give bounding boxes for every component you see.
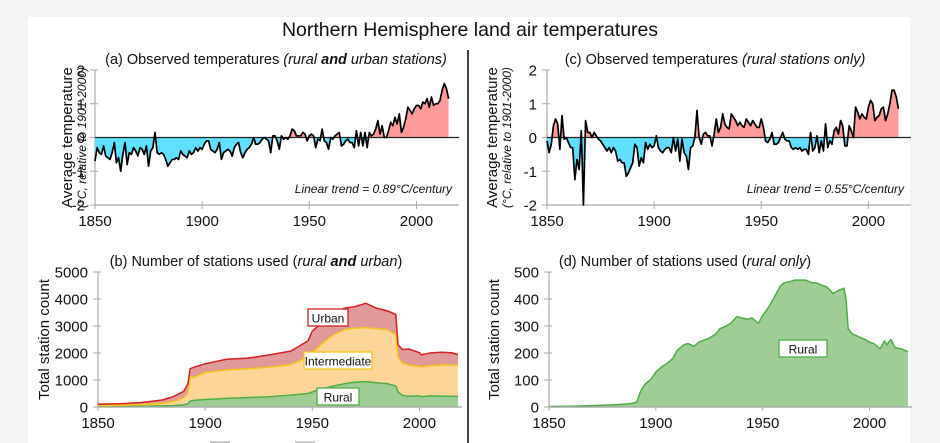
y-tick-label: 200 <box>514 346 539 363</box>
chart-title-part: (c) Observed temperatures <box>565 52 742 68</box>
y-axis-sublabel: (°C, relative to 1901-2000) <box>75 67 89 208</box>
x-tick-label: 1850 <box>530 213 563 230</box>
x-tick-label: 1900 <box>188 415 221 432</box>
x-tick-label: 1900 <box>637 213 670 230</box>
y-tick-label: 5000 <box>55 265 88 282</box>
chart-title-part: ) <box>806 254 811 270</box>
area-rural <box>98 381 458 407</box>
temperature-line <box>546 89 900 206</box>
legend-box-rural <box>778 339 828 358</box>
y-axis-label: Total station count <box>36 278 53 400</box>
x-tick-label: 1950 <box>293 213 326 230</box>
trend-annotation: Linear trend = 0.89°C/century <box>295 182 453 196</box>
line-rural <box>548 279 909 408</box>
legend-box-intermediate <box>303 351 373 370</box>
x-tick-label: 2000 <box>852 213 885 230</box>
x-tick-label: 2000 <box>400 213 433 230</box>
cropped-legend-mark <box>210 441 230 443</box>
y-axis-label: Average temperature <box>484 67 501 208</box>
legend-label-intermediate: Intermediate <box>305 355 372 369</box>
y-tick-label: 400 <box>514 292 539 309</box>
chart-title-part: and <box>321 52 348 68</box>
y-tick-label: 0 <box>531 400 539 417</box>
chart-b: 0 1000 2000 3000 4000 5000 1850 1900 1950 2000 (b)… <box>36 254 462 432</box>
y-tick-label: 1 <box>77 96 85 113</box>
warm-anomaly-area <box>547 90 899 138</box>
chart-title: (c) Observed temperatures (rural station… <box>565 52 866 68</box>
y-tick-label: 2 <box>77 63 85 80</box>
legend-box-rural <box>316 387 360 406</box>
y-tick-label: 300 <box>514 319 539 336</box>
y-tick-label: -1 <box>524 164 537 181</box>
y-axis-label: Average temperature <box>59 67 76 208</box>
y-tick-label: 2000 <box>55 346 88 363</box>
legend-label-rural: Rural <box>324 391 353 405</box>
area-rural <box>549 280 908 407</box>
trend-annotation: Linear trend = 0.55°C/century <box>747 182 905 196</box>
y-tick-label: -2 <box>72 198 85 215</box>
x-tick-label: 1900 <box>185 213 218 230</box>
chart-title-part: (a) Observed temperatures <box>105 52 283 68</box>
y-tick-label: 0 <box>529 130 537 147</box>
x-tick-label: 1900 <box>639 415 672 432</box>
chart-title-part: (d) Number of stations used ( <box>559 254 747 270</box>
x-tick-label: 1850 <box>78 213 111 230</box>
warm-anomaly-area <box>95 83 449 138</box>
area-intermediate <box>98 327 458 407</box>
y-tick-label: 500 <box>514 265 539 282</box>
y-tick-label: -1 <box>72 164 85 181</box>
y-tick-label: 0 <box>80 400 88 417</box>
chart-title-part: urban stations) <box>347 52 447 68</box>
y-tick-label: 4000 <box>55 292 88 309</box>
legend-label-rural: Rural <box>789 343 818 357</box>
y-axis-label: Total station count <box>486 278 503 400</box>
y-axis-sublabel: (°C, relative to 1901-2000) <box>500 67 514 208</box>
chart-title-part: rural <box>297 254 330 270</box>
y-tick-label: 1000 <box>55 373 88 390</box>
cool-anomaly-area <box>95 137 449 172</box>
chart-title: (a) Observed temperatures (rural and urb… <box>105 52 447 68</box>
cropped-legend-mark <box>295 441 315 443</box>
y-tick-label: 1 <box>529 96 537 113</box>
x-tick-label: 1950 <box>745 213 778 230</box>
y-tick-label: 3000 <box>55 319 88 336</box>
area-urban <box>98 303 458 406</box>
legend-label-urban: Urban <box>312 312 345 326</box>
figure-title: Northern Hemisphere land air temperature… <box>281 19 659 41</box>
chart-title-part: (b) Number of stations used ( <box>110 254 298 270</box>
chart-title: (d) Number of stations used (rural only) <box>559 254 811 270</box>
legend-box-urban <box>307 308 349 327</box>
y-tick-label: -2 <box>524 198 537 215</box>
x-tick-label: 2000 <box>853 415 886 432</box>
y-tick-label: 0 <box>77 130 85 147</box>
chart-c: -2 -1 0 1 2 1850 1900 1950 2000 (c) Observed temp… <box>484 52 911 230</box>
x-tick-label: 1950 <box>746 415 779 432</box>
y-tick-label: 2 <box>529 63 537 80</box>
panel-divider <box>467 50 469 443</box>
chart-title-part: ) <box>397 254 402 270</box>
y-tick-label: 100 <box>514 373 539 390</box>
x-tick-label: 1850 <box>532 415 565 432</box>
chart-title-part: rural only <box>747 254 807 270</box>
chart-title-part: (rural stations only) <box>742 52 865 68</box>
temperature-line <box>94 82 450 173</box>
chart-title-part: (rural <box>283 52 321 68</box>
chart-title: (b) Number of stations used (rural and u… <box>110 254 403 270</box>
x-tick-label: 1850 <box>81 415 114 432</box>
x-tick-label: 2000 <box>403 415 436 432</box>
chart-title-part: and <box>331 254 358 270</box>
chart-a: -2 -1 0 1 2 1850 1900 1950 2000 (a) Observed temp… <box>59 52 459 230</box>
line-rural <box>97 380 459 408</box>
line-intermediate <box>97 326 459 407</box>
x-tick-label: 1950 <box>296 415 329 432</box>
chart-title-part: urban <box>356 254 397 270</box>
chart-d: 0 100 200 300 400 500 1850 1900 1950 2000 (d) Numb… <box>486 254 912 432</box>
